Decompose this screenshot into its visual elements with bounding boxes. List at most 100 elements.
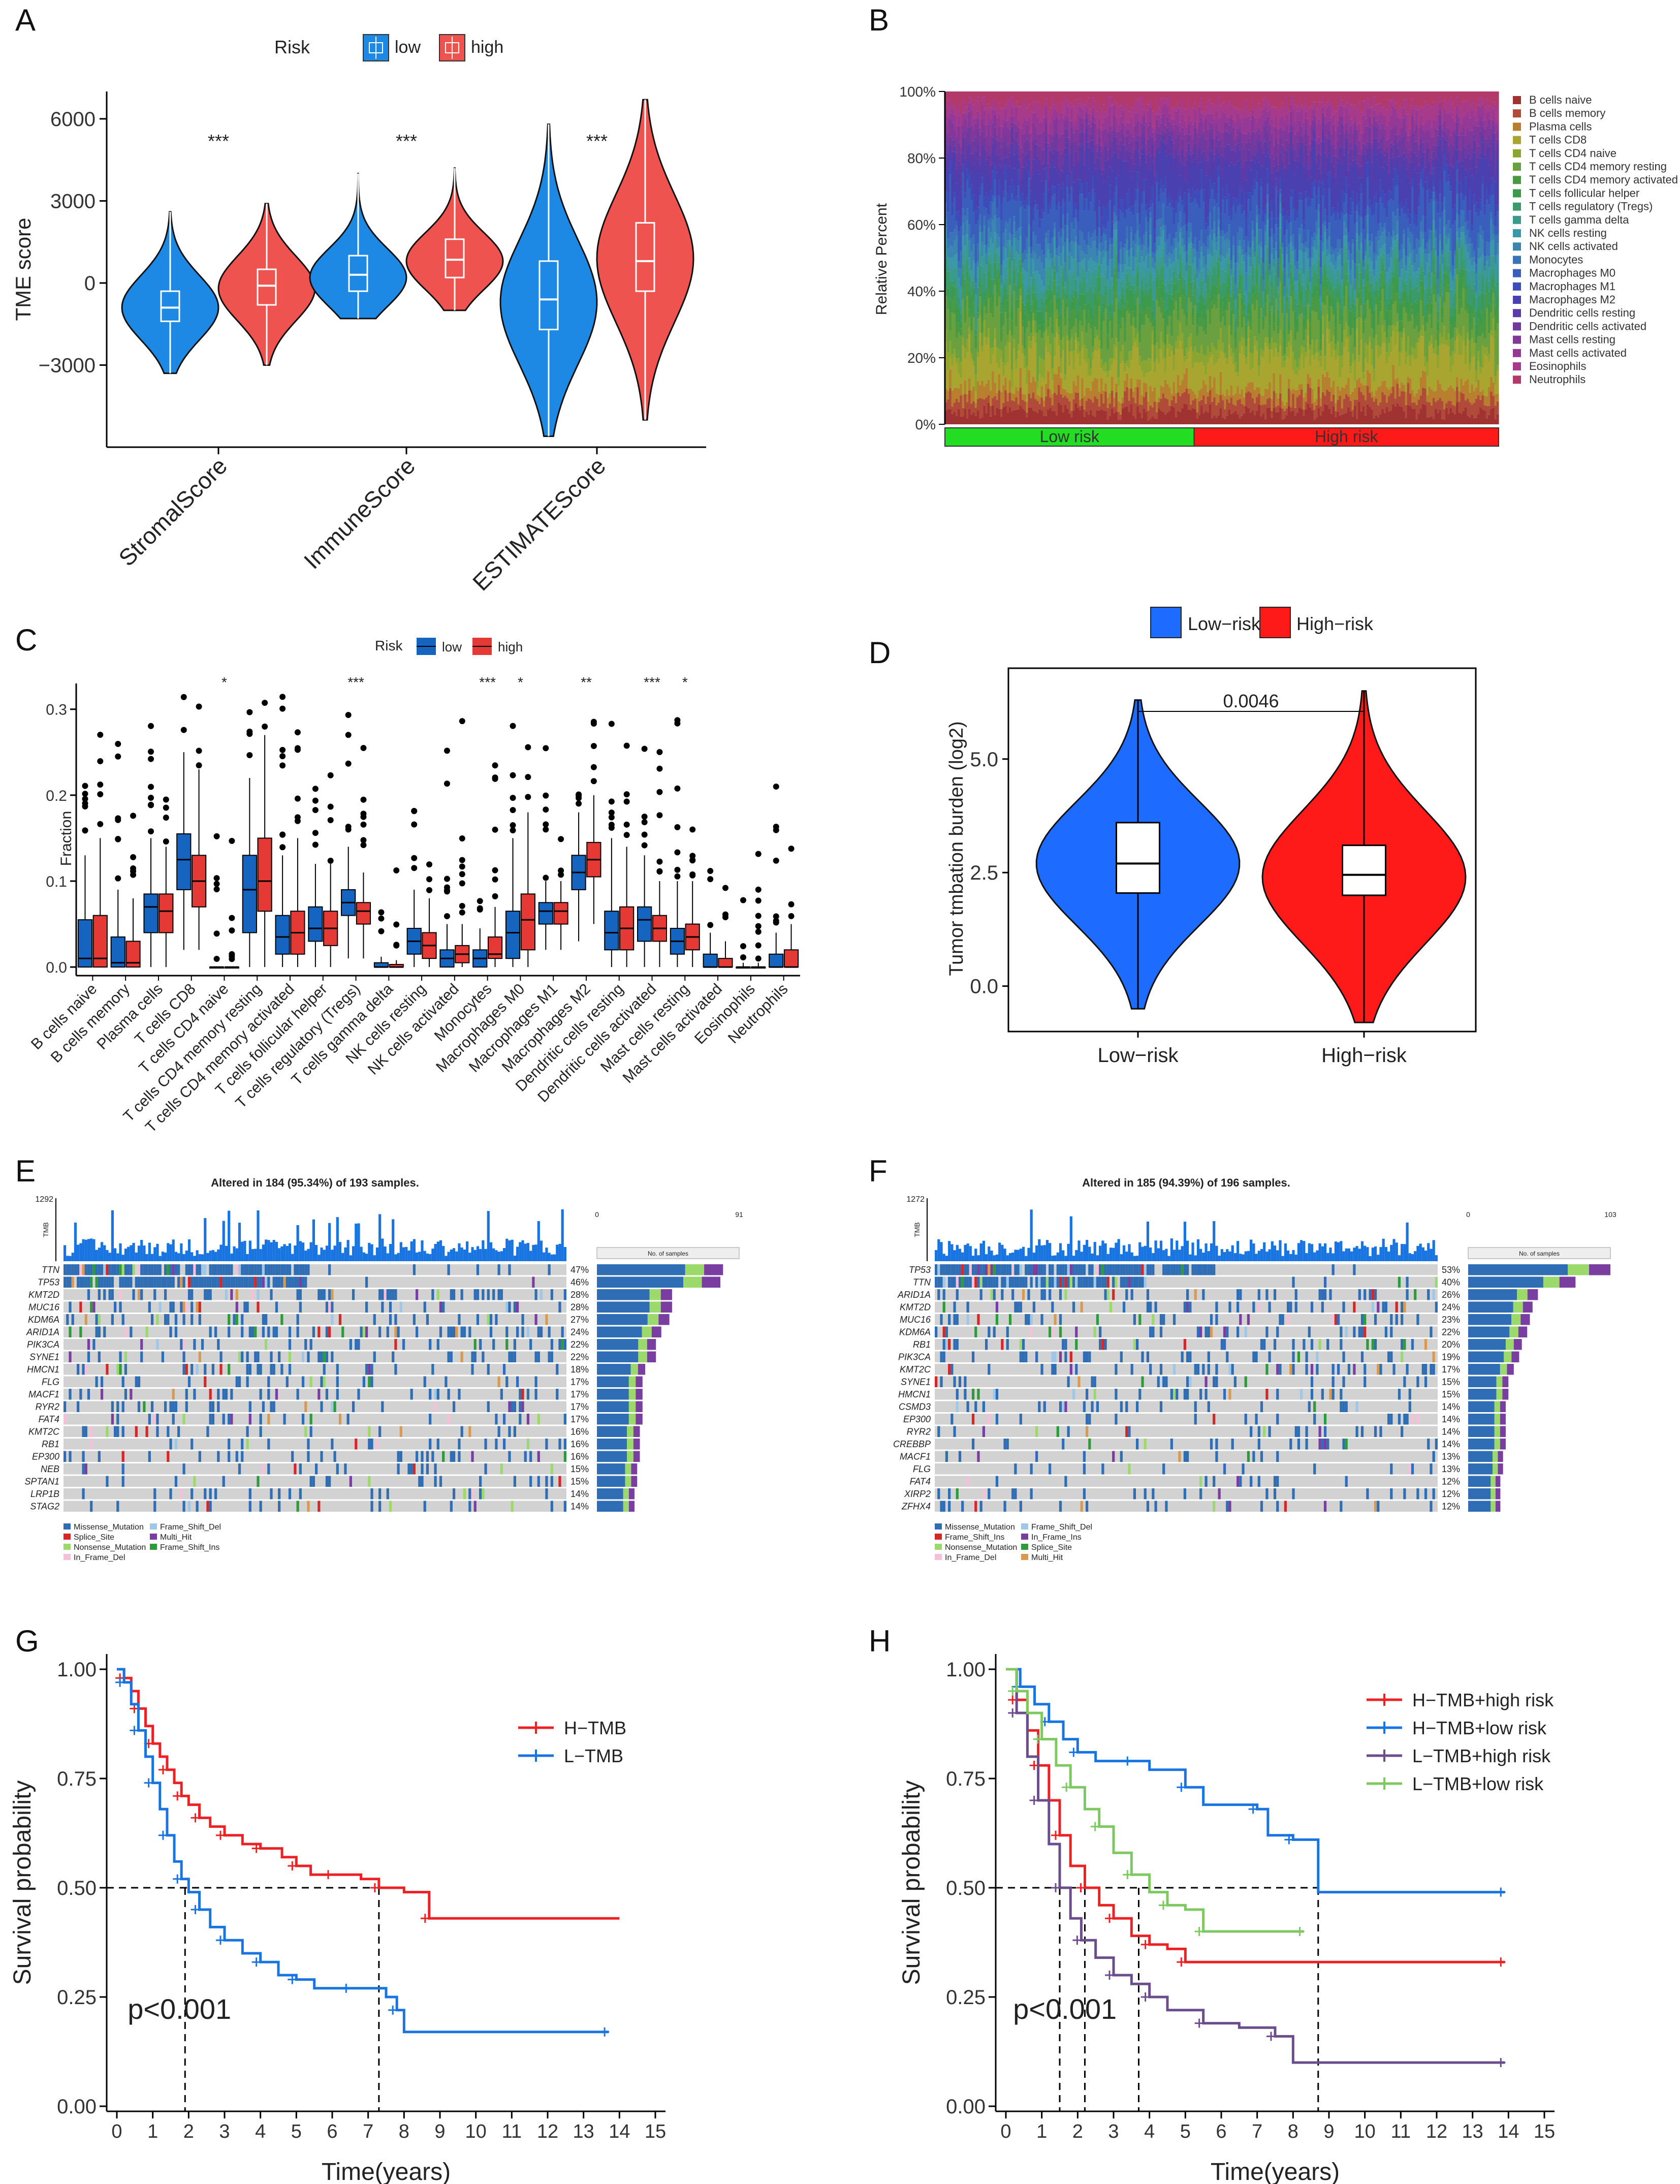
b-bar-segment [1038, 311, 1041, 325]
b-bar-segment [1309, 350, 1312, 366]
b-bar-segment [1026, 139, 1029, 154]
b-bar-segment [983, 320, 986, 337]
b-bar-segment [1032, 232, 1035, 251]
b-bar-segment [1379, 112, 1382, 129]
b-bar-segment [1290, 131, 1292, 147]
b-bar-segment [1179, 211, 1182, 229]
b-bar-segment [1287, 388, 1290, 406]
b-bar-segment [1064, 293, 1067, 303]
b-bar-segment [1111, 130, 1114, 141]
b-bar-segment [1271, 417, 1274, 424]
b-bar-segment [1108, 305, 1112, 313]
b-bar-segment [1415, 238, 1418, 255]
b-bar-segment [1117, 293, 1120, 302]
b-bar-segment [1303, 416, 1306, 424]
b-bar-segment [951, 268, 954, 281]
b-bar-segment [1341, 414, 1344, 424]
b-bar-segment [1415, 404, 1418, 420]
b-bar-segment [974, 310, 977, 330]
b-bar-segment [1251, 295, 1254, 304]
b-bar-segment [1226, 253, 1229, 259]
b-bar-segment [1341, 116, 1344, 123]
b-bar-segment [1183, 91, 1186, 110]
b-bar-segment [1060, 253, 1063, 266]
b-bar-segment [1239, 289, 1242, 294]
b-bar-segment [1371, 107, 1374, 124]
b-bar-segment [1115, 239, 1118, 254]
b-bar-segment [983, 124, 986, 137]
b-bar-segment [1285, 415, 1288, 424]
b-bar-segment [1234, 348, 1237, 363]
b-bar-segment [1102, 91, 1105, 105]
b-bar-segment [1409, 183, 1412, 214]
b-bar-segment [1362, 379, 1365, 386]
b-bar-segment [968, 275, 971, 292]
b-bar-segment [1042, 117, 1045, 132]
b-bar-segment [1343, 203, 1346, 215]
b-bar-segment [1345, 91, 1348, 103]
b-bar-segment [1145, 210, 1148, 217]
b-bar-segment [1230, 118, 1233, 132]
b-bar-segment [1190, 302, 1192, 334]
b-bar-segment [1117, 123, 1120, 132]
b-bar-segment [1243, 255, 1246, 262]
b-bar-segment [1094, 169, 1097, 193]
b-bar-segment [955, 235, 958, 254]
b-bar-segment [1411, 109, 1414, 116]
b-bar-segment [1256, 91, 1258, 108]
b-bar-segment [1202, 243, 1206, 257]
b-bar-segment [1151, 268, 1154, 280]
b-bar-segment [1330, 357, 1333, 388]
b-bar-segment [1275, 412, 1278, 424]
b-bar-segment [955, 226, 958, 236]
b-bar-segment [1271, 229, 1274, 237]
b-bar-segment [1383, 302, 1386, 320]
b-bar-segment [1258, 103, 1261, 118]
b-bar-segment [1181, 205, 1184, 227]
b-bar-segment [1394, 240, 1397, 246]
b-bar-segment [1158, 152, 1161, 196]
a-sig-ESTIMATEScore: *** [586, 131, 608, 151]
b-bar-segment [1379, 198, 1382, 223]
b-bar-segment [976, 129, 979, 145]
b-bar-segment [1283, 120, 1286, 131]
b-bar-segment [1379, 103, 1382, 112]
b-bar-segment [1040, 164, 1043, 181]
b-bar-segment [953, 197, 956, 229]
b-bar-segment [1060, 104, 1063, 113]
b-bar-segment [1175, 292, 1178, 301]
b-bar-segment [1409, 321, 1412, 356]
b-bar-segment [1328, 377, 1331, 392]
b-bar-segment [1038, 330, 1041, 357]
b-bar-segment [1136, 113, 1139, 121]
b-bar-segment [1164, 133, 1167, 144]
b-bar-segment [1006, 91, 1009, 101]
b-bar-segment [1200, 345, 1203, 362]
b-bar-segment [1083, 396, 1086, 410]
b-bar-segment [994, 100, 997, 110]
b-bar-segment [1028, 206, 1031, 225]
b-bar-segment [990, 218, 992, 232]
b-bar-segment [1149, 207, 1152, 212]
b-bar-segment [992, 101, 995, 109]
b-bar-segment [1396, 313, 1399, 322]
b-bar-segment [1108, 312, 1112, 321]
b-bar-segment [1040, 121, 1043, 133]
b-bar-segment [1138, 286, 1142, 304]
b-bar-segment [1392, 157, 1395, 169]
b-bar-segment [945, 328, 947, 342]
b-bar-segment [990, 152, 992, 165]
b-bar-segment [1160, 227, 1163, 238]
b-bar-segment [1026, 384, 1029, 402]
b-bar-segment [1156, 251, 1158, 257]
b-bar-segment [1283, 268, 1286, 287]
b-bar-segment [983, 256, 986, 273]
b-bar-segment [1217, 415, 1220, 424]
b-bar-segment [1279, 248, 1282, 265]
b-bar-segment [1045, 180, 1048, 233]
b-bar-segment [945, 389, 947, 402]
b-bar-segment [1415, 126, 1418, 142]
b-bar-segment [1377, 91, 1380, 104]
b-bar-segment [979, 195, 981, 215]
b-bar-segment [1333, 249, 1335, 255]
